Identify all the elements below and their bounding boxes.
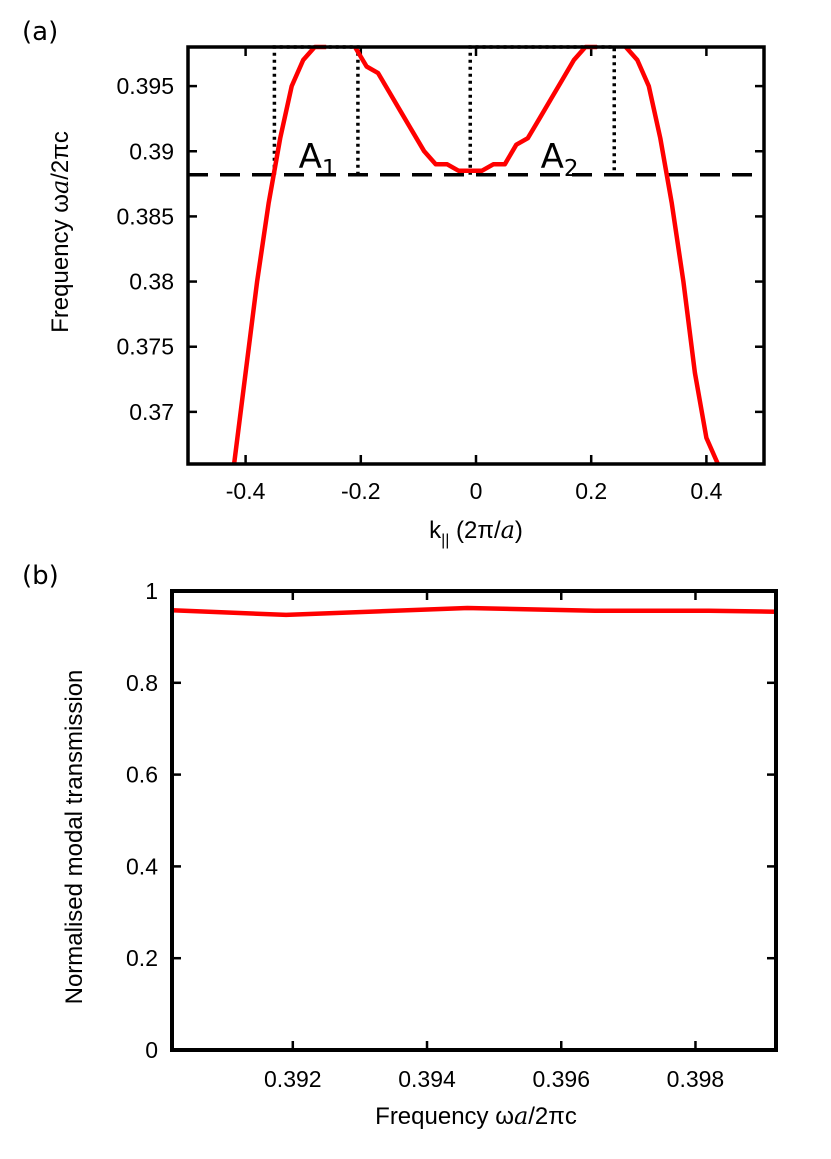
panel-a-y-axis-label: Frequency ωa/2πc bbox=[46, 131, 74, 333]
panel-b-plot-frame bbox=[170, 589, 778, 1052]
panel-b-label: (b) bbox=[22, 561, 59, 591]
x-tick-label: 0.2 bbox=[575, 478, 607, 504]
panel-a-x-axis-label: k|| (2π/a) bbox=[429, 516, 523, 549]
panel-a-tick-labels: -0.4 -0.2 0 0.2 0.4 0.37 0.375 0.38 0.385 0.39 0.3… bbox=[116, 73, 722, 504]
x-tick-label: 0.394 bbox=[398, 1066, 456, 1092]
panel-a-annotations: A1 A2 bbox=[299, 137, 579, 182]
annotation-label: A2 bbox=[541, 137, 579, 182]
panel-a-series bbox=[231, 44, 720, 465]
annotation-label: A1 bbox=[299, 137, 337, 182]
y-tick-label: 0.38 bbox=[129, 269, 174, 295]
series-line bbox=[353, 44, 597, 174]
y-tick-label: 0.37 bbox=[129, 399, 174, 425]
x-tick-label: 0.4 bbox=[690, 478, 722, 504]
annotation-box bbox=[468, 45, 616, 175]
panel-b-transmission-chart: (b) 0.392 0.394 0.396 0.398 0 0.2 0.4 0.6 0.8 1 F… bbox=[22, 561, 778, 1130]
panel-b-x-axis-label: Frequency ωa/2πc bbox=[375, 1102, 577, 1130]
series-line bbox=[171, 605, 777, 618]
y-tick-label: 0.4 bbox=[126, 853, 158, 879]
x-tick-label: -0.4 bbox=[226, 478, 266, 504]
y-tick-label: 0.6 bbox=[126, 762, 158, 788]
panel-b-y-axis-label: Normalised modal transmission bbox=[61, 670, 88, 1005]
panel-a-label: (a) bbox=[22, 17, 58, 47]
y-tick-label: 0.2 bbox=[126, 945, 158, 971]
panel-b-series bbox=[171, 605, 777, 618]
panel-b-tick-labels: 0.392 0.394 0.396 0.398 0 0.2 0.4 0.6 0.8 1 bbox=[126, 578, 724, 1092]
series-line bbox=[624, 45, 720, 465]
y-tick-label: 0.8 bbox=[126, 670, 158, 696]
x-tick-label: 0 bbox=[470, 478, 483, 504]
y-tick-label: 0 bbox=[145, 1037, 158, 1063]
y-tick-label: 0.39 bbox=[129, 138, 174, 164]
x-tick-label: -0.2 bbox=[341, 478, 381, 504]
y-tick-label: 1 bbox=[145, 578, 158, 604]
x-tick-label: 0.396 bbox=[532, 1066, 590, 1092]
y-tick-label: 0.395 bbox=[116, 73, 174, 99]
x-tick-label: 0.398 bbox=[667, 1066, 725, 1092]
series-line bbox=[231, 44, 327, 465]
panel-a-dispersion-chart: (a) -0.4 -0.2 0 0.2 0.4 0.37 0.375 0.38 0.385 0.3… bbox=[22, 17, 766, 549]
x-tick-label: 0.392 bbox=[264, 1066, 322, 1092]
y-tick-label: 0.385 bbox=[116, 203, 174, 229]
panel-a-plot-frame bbox=[186, 45, 766, 466]
y-tick-label: 0.375 bbox=[116, 334, 174, 360]
panel-b-ticks bbox=[172, 589, 776, 1052]
